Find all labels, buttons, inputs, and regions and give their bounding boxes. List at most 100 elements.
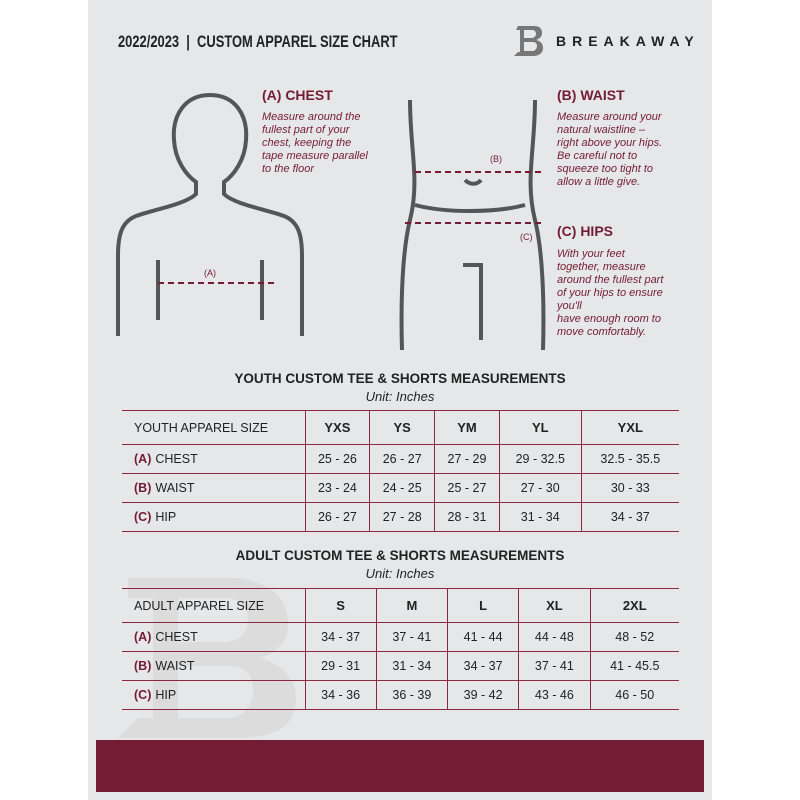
table-header-row: ADULT APPAREL SIZE S M L XL 2XL (122, 588, 679, 623)
label-text: around the fullest part (557, 274, 664, 286)
table-cell: 34 - 37 (304, 622, 377, 652)
adult-size-table: ADULT APPAREL SIZE S M L XL 2XL (A) CHEST 34 - … (122, 588, 679, 710)
upper-body-illustration: (A) (116, 93, 304, 336)
label-text: CHEST (155, 452, 198, 466)
table-cell: 37 - 41 (518, 651, 590, 681)
youth-size-table: YOUTH APPAREL SIZE YXS YS YM YL YXL (A) CHEST 2… (122, 410, 679, 532)
waist-heading: (B) WAIST (557, 87, 625, 103)
breakaway-logo-icon (514, 26, 543, 56)
table-cell: 26 - 27 (304, 502, 370, 532)
label-text: (A) (134, 452, 152, 466)
table-cell: (A) CHEST (122, 622, 305, 652)
table-header-row: YOUTH APPAREL SIZE YXS YS YM YL YXL (122, 410, 679, 445)
table-cell: 25 - 27 (434, 473, 500, 503)
label-text: squeeze too tight to (557, 163, 654, 175)
label-text: of your hips to ensure (557, 287, 663, 299)
table-cell: 2XL (589, 588, 679, 623)
table-cell: S (304, 588, 377, 623)
table-row: (A) CHEST 34 - 37 37 - 41 41 - 44 44 - 48 48 -… (122, 622, 679, 652)
table-cell: YS (369, 410, 435, 445)
label-text: Measure around your (557, 111, 662, 123)
table-cell: 25 - 26 (304, 444, 370, 474)
label-text: together, measure (557, 261, 646, 273)
table-cell: 28 - 31 (434, 502, 500, 532)
label-text: right above your hips. (557, 137, 663, 149)
label-text: WAIST (155, 659, 195, 673)
chest-description: Measure around the fullest part of your ch… (262, 111, 368, 176)
table-cell: (B) WAIST (122, 651, 305, 681)
table-cell: YOUTH APPAREL SIZE (122, 410, 305, 445)
table-cell: 31 - 34 (498, 502, 582, 532)
table-cell: ADULT APPAREL SIZE (122, 588, 305, 623)
table-cell: 29 - 31 (304, 651, 377, 681)
label-text: allow a little give. (557, 176, 641, 188)
brand-name: BREAKAWAY (556, 33, 700, 49)
label-text: (B) (134, 481, 152, 495)
label-text: HIP (155, 688, 177, 702)
table-cell: 44 - 48 (518, 622, 590, 652)
label-text: fullest part of your (262, 124, 350, 136)
table-cell: 26 - 27 (369, 444, 435, 474)
table-cell: 41 - 45.5 (589, 651, 679, 681)
table-cell: 32.5 - 35.5 (580, 444, 679, 474)
table-cell: YXL (580, 410, 679, 445)
table-cell: YL (498, 410, 582, 445)
table-row: (B) WAIST 23 - 24 24 - 25 25 - 27 27 - 30 30 -… (122, 473, 679, 503)
youth-title: YOUTH CUSTOM TEE & SHORTS MEASUREMENTS (234, 371, 566, 386)
youth-unit: Unit: Inches (365, 389, 435, 404)
hips-description: With your feet together, measure around th… (557, 248, 663, 339)
table-row: (A) CHEST 25 - 26 26 - 27 27 - 29 29 - 32.5 32… (122, 444, 679, 474)
label-text: Be careful not to (557, 150, 638, 162)
hips-heading: (C) HIPS (557, 223, 613, 239)
table-row: (C) HIP 34 - 36 36 - 39 39 - 42 43 - 46 46 - 5… (122, 680, 679, 710)
label-text: (B) (134, 659, 152, 673)
chest-heading: (A) CHEST (262, 87, 333, 103)
label-text: tape measure parallel (262, 150, 368, 162)
chest-marker: (A) (204, 268, 216, 278)
label-text: Measure around the (262, 111, 361, 123)
table-cell: YM (434, 410, 500, 445)
table-cell: M (375, 588, 448, 623)
table-cell: 41 - 44 (446, 622, 519, 652)
table-cell: 36 - 39 (375, 680, 448, 710)
table-cell: 37 - 41 (375, 622, 448, 652)
table-cell: 48 - 52 (589, 622, 679, 652)
table-cell: 39 - 42 (446, 680, 519, 710)
table-cell: XL (518, 588, 590, 623)
table-cell: 27 - 29 (434, 444, 500, 474)
table-cell: 34 - 36 (304, 680, 377, 710)
waist-marker: (B) (490, 154, 502, 164)
label-text: WAIST (155, 481, 195, 495)
table-cell: YXS (304, 410, 370, 445)
table-cell: 27 - 30 (498, 473, 582, 503)
page-title: 2022/2023 | CUSTOM APPAREL SIZE CHART (118, 32, 398, 51)
table-cell: (B) WAIST (122, 473, 305, 503)
label-text: CHEST (155, 630, 198, 644)
table-cell: 46 - 50 (589, 680, 679, 710)
table-cell: 27 - 28 (369, 502, 435, 532)
table-cell: 43 - 46 (518, 680, 590, 710)
label-text: (C) (134, 510, 152, 524)
label-text: have enough room to (557, 313, 661, 325)
adult-unit: Unit: Inches (365, 566, 435, 581)
label-text: you'll (557, 300, 582, 312)
label-text: natural waistline – (557, 124, 646, 136)
lower-body-illustration: (B) (C) (399, 99, 546, 351)
table-cell: 34 - 37 (446, 651, 519, 681)
table-cell: 24 - 25 (369, 473, 435, 503)
label-text: HIP (155, 510, 177, 524)
adult-title: ADULT CUSTOM TEE & SHORTS MEASUREMENTS (235, 548, 565, 563)
label-text: chest, keeping the (262, 137, 352, 149)
table-cell: 30 - 33 (580, 473, 679, 503)
label-text: (A) (134, 630, 152, 644)
hips-marker: (C) (520, 232, 533, 242)
table-cell: (A) CHEST (122, 444, 305, 474)
table-row: (C) HIP 26 - 27 27 - 28 28 - 31 31 - 34 34 - 3… (122, 502, 679, 532)
table-cell: 31 - 34 (375, 651, 448, 681)
table-cell: 29 - 32.5 (498, 444, 582, 474)
label-text: move comfortably. (557, 326, 647, 338)
table-cell: 23 - 24 (304, 473, 370, 503)
table-cell: (C) HIP (122, 680, 305, 710)
footer-band (96, 740, 704, 792)
table-row: (B) WAIST 29 - 31 31 - 34 34 - 37 37 - 41 41 -… (122, 651, 679, 681)
